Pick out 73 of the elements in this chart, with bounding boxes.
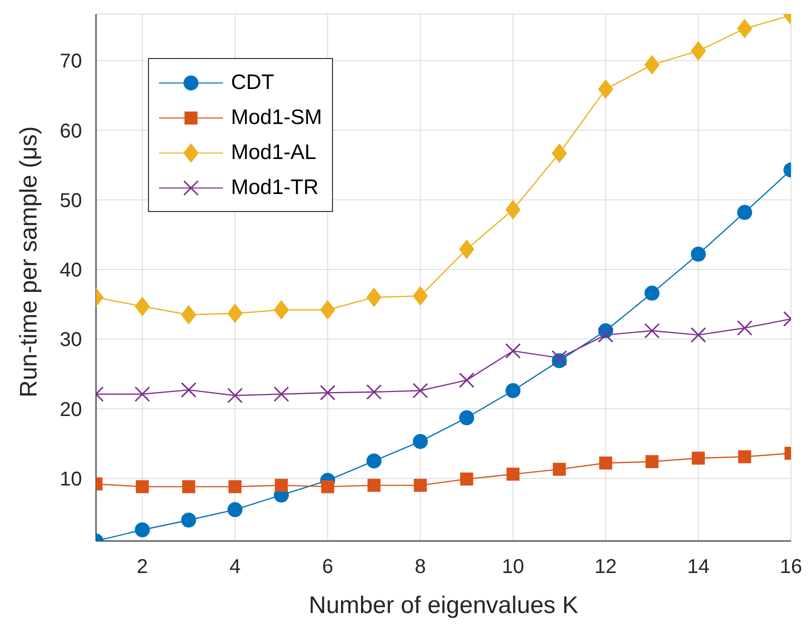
- x-tick-label: 16: [780, 556, 802, 578]
- point: [366, 384, 382, 400]
- point: [181, 512, 196, 528]
- point: [646, 455, 658, 468]
- point: [321, 480, 334, 494]
- point: [412, 434, 428, 449]
- y-tick-label: 50: [60, 190, 82, 212]
- legend-label: CDT: [231, 70, 274, 94]
- point: [552, 350, 568, 366]
- x-tick-label: 8: [414, 556, 426, 578]
- point: [460, 472, 474, 486]
- point: [459, 240, 474, 259]
- point: [227, 388, 243, 404]
- point: [136, 480, 149, 494]
- point: [598, 80, 614, 99]
- point: [552, 144, 567, 163]
- y-tick-label: 30: [60, 329, 82, 352]
- point: [644, 286, 660, 301]
- point: [228, 304, 242, 323]
- x-tick-label: 10: [502, 556, 524, 578]
- point: [134, 386, 150, 402]
- point: [599, 456, 612, 470]
- point: [598, 327, 614, 343]
- point: [320, 300, 336, 320]
- x-tick-label: 6: [322, 556, 334, 578]
- legend-label: Mod1-TR: [231, 176, 319, 200]
- point: [366, 453, 382, 468]
- point: [320, 384, 336, 400]
- point: [736, 320, 752, 336]
- point: [690, 246, 706, 262]
- point: [274, 478, 288, 492]
- y-tick-label: 60: [60, 120, 82, 142]
- legend-label: Mod1-AL: [231, 140, 316, 164]
- point: [134, 296, 150, 316]
- point: [692, 452, 705, 465]
- point: [459, 410, 474, 426]
- point: [181, 305, 196, 324]
- point: [506, 200, 520, 220]
- y-axis-title: Run-time per sample (μs): [16, 126, 43, 398]
- point: [228, 502, 242, 518]
- y-tick-label: 20: [60, 398, 82, 421]
- point: [412, 382, 428, 398]
- point: [737, 19, 752, 38]
- point: [180, 382, 196, 398]
- point: [506, 468, 520, 481]
- y-tick-label: 70: [60, 50, 82, 73]
- x-tick-label: 14: [687, 556, 710, 578]
- x-tick-label: 12: [594, 556, 617, 578]
- point: [737, 204, 752, 220]
- point: [274, 386, 290, 402]
- x-tick-label: 2: [136, 556, 148, 578]
- x-tick-label: 4: [229, 556, 241, 578]
- y-tick-label: 40: [60, 260, 82, 282]
- point: [182, 480, 196, 494]
- point: [505, 343, 521, 359]
- point: [690, 41, 706, 60]
- y-tick-label: 10: [60, 468, 82, 490]
- point: [644, 323, 660, 339]
- point: [738, 450, 752, 464]
- legend-label: Mod1-SM: [231, 106, 322, 130]
- point: [274, 300, 289, 320]
- point: [690, 327, 706, 343]
- point: [366, 288, 382, 307]
- point: [228, 480, 242, 494]
- x-axis-title: Number of eigenvalues K: [308, 592, 578, 619]
- point: [644, 55, 660, 74]
- point: [552, 462, 566, 476]
- point: [458, 372, 474, 388]
- point: [506, 383, 520, 398]
- point: [412, 286, 428, 306]
- point: [414, 478, 427, 492]
- point: [368, 478, 380, 492]
- point: [134, 522, 150, 538]
